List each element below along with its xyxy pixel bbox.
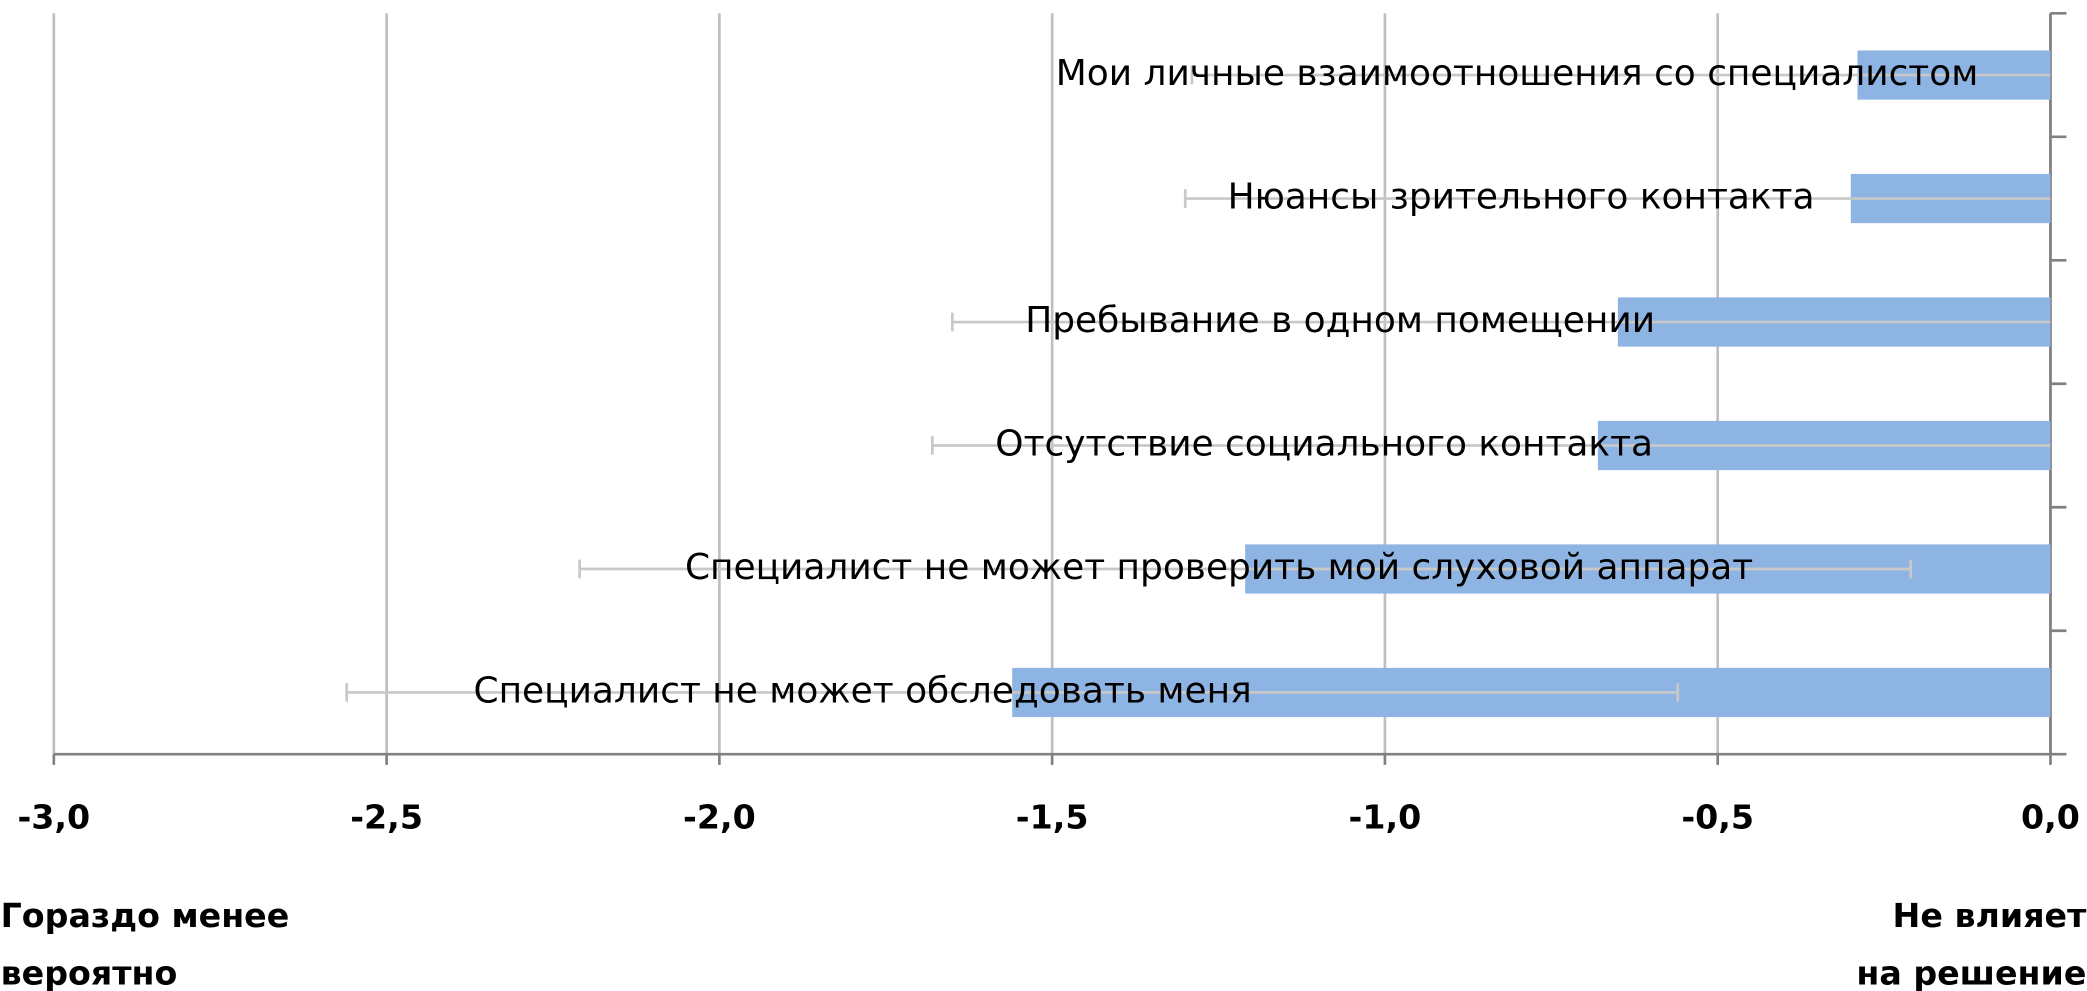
x-tick-label: -2,0: [683, 798, 756, 837]
category-label: Мои личные взаимоотношения со специалист…: [1056, 53, 1978, 94]
x-label-left: вероятно: [1, 953, 178, 991]
x-tick-label: 0,0: [2021, 798, 2080, 837]
category-label: Пребывание в одном помещении: [1025, 300, 1655, 341]
x-label-right: Не влияет: [1893, 896, 2087, 935]
x-label-right: на решение: [1856, 953, 2086, 991]
x-label-left: Гораздо менее: [1, 896, 290, 935]
x-tick-label: -1,5: [1016, 798, 1089, 837]
category-label: Нюансы зрительного контакта: [1228, 177, 1815, 218]
category-label: Специалист не может обследовать меня: [473, 670, 1251, 711]
category-label: Специалист не может проверить мой слухов…: [685, 547, 1753, 588]
x-tick-label: -1,0: [1349, 798, 1422, 837]
x-tick-label: -3,0: [17, 798, 90, 837]
category-label: Отсутствие социального контакта: [995, 424, 1653, 465]
x-tick-label: -0,5: [1681, 798, 1754, 837]
x-tick-label: -2,5: [350, 798, 423, 837]
